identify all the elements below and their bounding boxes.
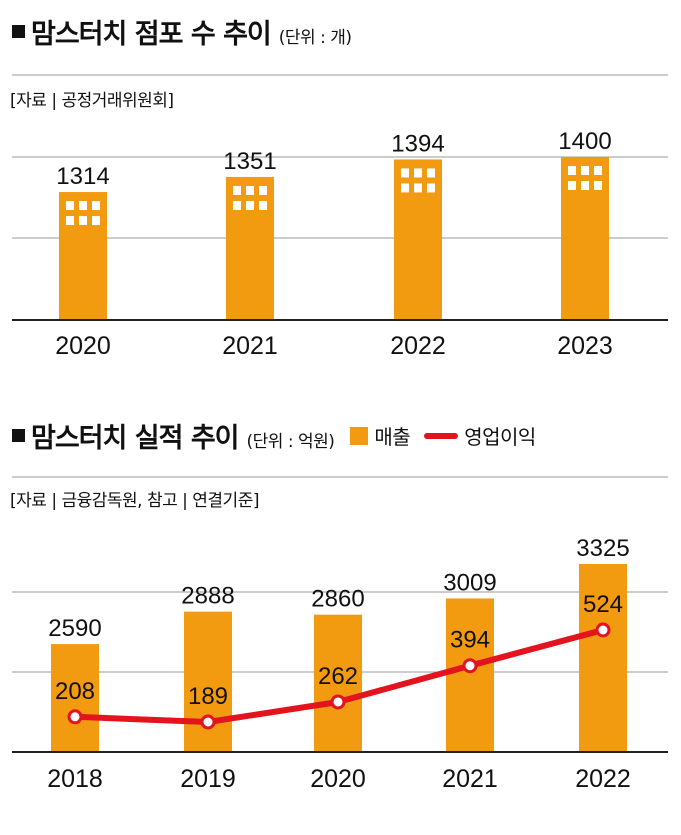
chart1-title: 맘스터치 점포 수 추이: [31, 19, 272, 50]
chart2-bar-value: 3325: [576, 535, 629, 562]
chart1-bar-value: 1394: [391, 130, 444, 157]
chart2-profit-point: [330, 694, 346, 710]
building-window-icon: [401, 168, 409, 178]
building-window-icon: [79, 201, 87, 211]
building-window-icon: [66, 201, 74, 211]
chart2-bar-value: 3009: [443, 569, 496, 596]
chart2-profit-point: [67, 709, 83, 725]
chart2-profit-value: 524: [583, 591, 623, 618]
chart1-bar: [226, 176, 274, 320]
building-window-icon: [568, 166, 576, 175]
chart1-x-tick: 2020: [55, 332, 111, 360]
building-window-icon: [79, 216, 87, 226]
building-window-icon: [581, 166, 589, 175]
chart1-bar: [59, 192, 107, 320]
legend-line-label: 영업이익: [464, 425, 536, 449]
building-window-icon: [246, 185, 254, 195]
chart1-x-tick: 2022: [390, 332, 446, 360]
chart1-heading: 맘스터치 점포 수 추이 (단위 : 개): [12, 12, 352, 51]
building-window-icon: [66, 216, 74, 226]
chart2-legend: 매출 영업이익: [350, 421, 536, 450]
chart2-x-tick: 2021: [442, 765, 498, 793]
chart1-bar-value: 1351: [223, 148, 276, 175]
chart2-profit-point: [200, 714, 216, 730]
chart2-title: 맘스터치 실적 추이: [31, 423, 240, 454]
building-window-icon: [92, 201, 100, 211]
square-bullet-icon: [12, 429, 25, 442]
chart1-source: [자료 | 공정거래위원회]: [10, 91, 174, 111]
chart1-bar-value: 1400: [558, 128, 611, 155]
building-window-icon: [594, 181, 602, 190]
chart2-profit-value: 208: [55, 678, 95, 705]
building-window-icon: [414, 183, 422, 193]
chart1-unit: (단위 : 개): [278, 28, 352, 48]
chart2-bar-value: 2860: [311, 586, 364, 613]
chart2-profit-value: 394: [450, 627, 490, 654]
chart1-x-tick: 2023: [557, 332, 613, 360]
building-window-icon: [246, 200, 254, 210]
chart2-bar: [184, 611, 232, 752]
chart2-profit-value: 262: [318, 663, 358, 690]
building-window-icon: [233, 185, 241, 195]
building-window-icon: [233, 200, 241, 210]
chart2-profit-point: [595, 622, 611, 638]
chart1-bar-value: 1314: [56, 163, 109, 190]
building-window-icon: [581, 181, 589, 190]
chart2-x-tick: 2020: [310, 765, 366, 793]
legend-bar-swatch: [350, 426, 369, 445]
chart2-bar-value: 2590: [48, 615, 101, 642]
chart2-heading: 맘스터치 실적 추이 (단위 : 억원) 매출 영업이익: [12, 416, 536, 455]
building-window-icon: [568, 181, 576, 190]
legend-line-swatch: [424, 432, 459, 439]
building-window-icon: [259, 185, 267, 195]
chart2-profit-point: [462, 658, 478, 674]
chart2-profit-value: 189: [188, 683, 228, 710]
chart2-x-tick: 2022: [575, 765, 631, 793]
chart2-bar: [314, 614, 362, 752]
building-window-icon: [401, 183, 409, 193]
building-window-icon: [414, 168, 422, 178]
chart2-source: [자료 | 금융감독원, 참고 | 연결기준]: [10, 491, 259, 511]
building-window-icon: [427, 183, 435, 193]
building-window-icon: [594, 166, 602, 175]
chart2-x-tick: 2019: [180, 765, 236, 793]
chart1-x-tick: 2021: [222, 332, 278, 360]
square-bullet-icon: [12, 25, 25, 38]
legend-bar-label: 매출: [374, 425, 411, 449]
building-window-icon: [427, 168, 435, 178]
chart2-x-tick: 2018: [47, 765, 103, 793]
chart2-bar: [579, 564, 627, 752]
chart2-unit: (단위 : 억원): [246, 432, 335, 452]
chart2-bar-value: 2888: [181, 583, 234, 610]
building-window-icon: [92, 216, 100, 226]
chart2-bar: [51, 644, 99, 752]
chart2-bar: [446, 598, 494, 752]
building-window-icon: [259, 200, 267, 210]
